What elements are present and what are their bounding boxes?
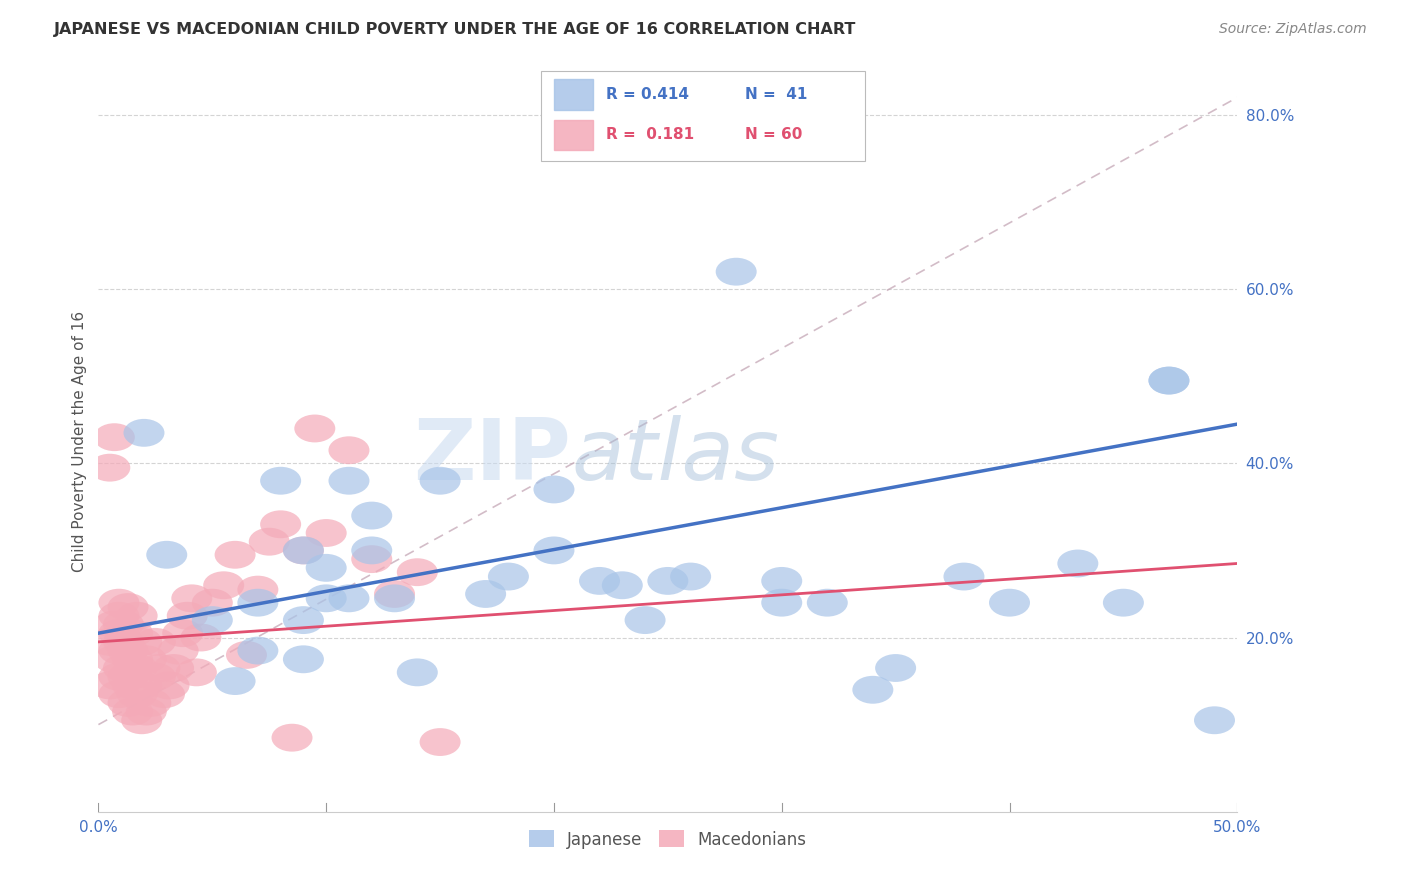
- Text: N =  41: N = 41: [745, 87, 807, 102]
- Y-axis label: Child Poverty Under the Age of 16: Child Poverty Under the Age of 16: [72, 311, 87, 572]
- Text: R =  0.181: R = 0.181: [606, 127, 695, 142]
- FancyBboxPatch shape: [541, 71, 865, 161]
- Text: R = 0.414: R = 0.414: [606, 87, 689, 102]
- Bar: [554, 79, 593, 110]
- Text: Source: ZipAtlas.com: Source: ZipAtlas.com: [1219, 22, 1367, 37]
- Text: N = 60: N = 60: [745, 127, 803, 142]
- Text: JAPANESE VS MACEDONIAN CHILD POVERTY UNDER THE AGE OF 16 CORRELATION CHART: JAPANESE VS MACEDONIAN CHILD POVERTY UND…: [53, 22, 856, 37]
- Bar: [554, 120, 593, 150]
- Legend: Japanese, Macedonians: Japanese, Macedonians: [523, 823, 813, 855]
- Text: ZIP: ZIP: [413, 415, 571, 498]
- Text: atlas: atlas: [571, 415, 779, 498]
